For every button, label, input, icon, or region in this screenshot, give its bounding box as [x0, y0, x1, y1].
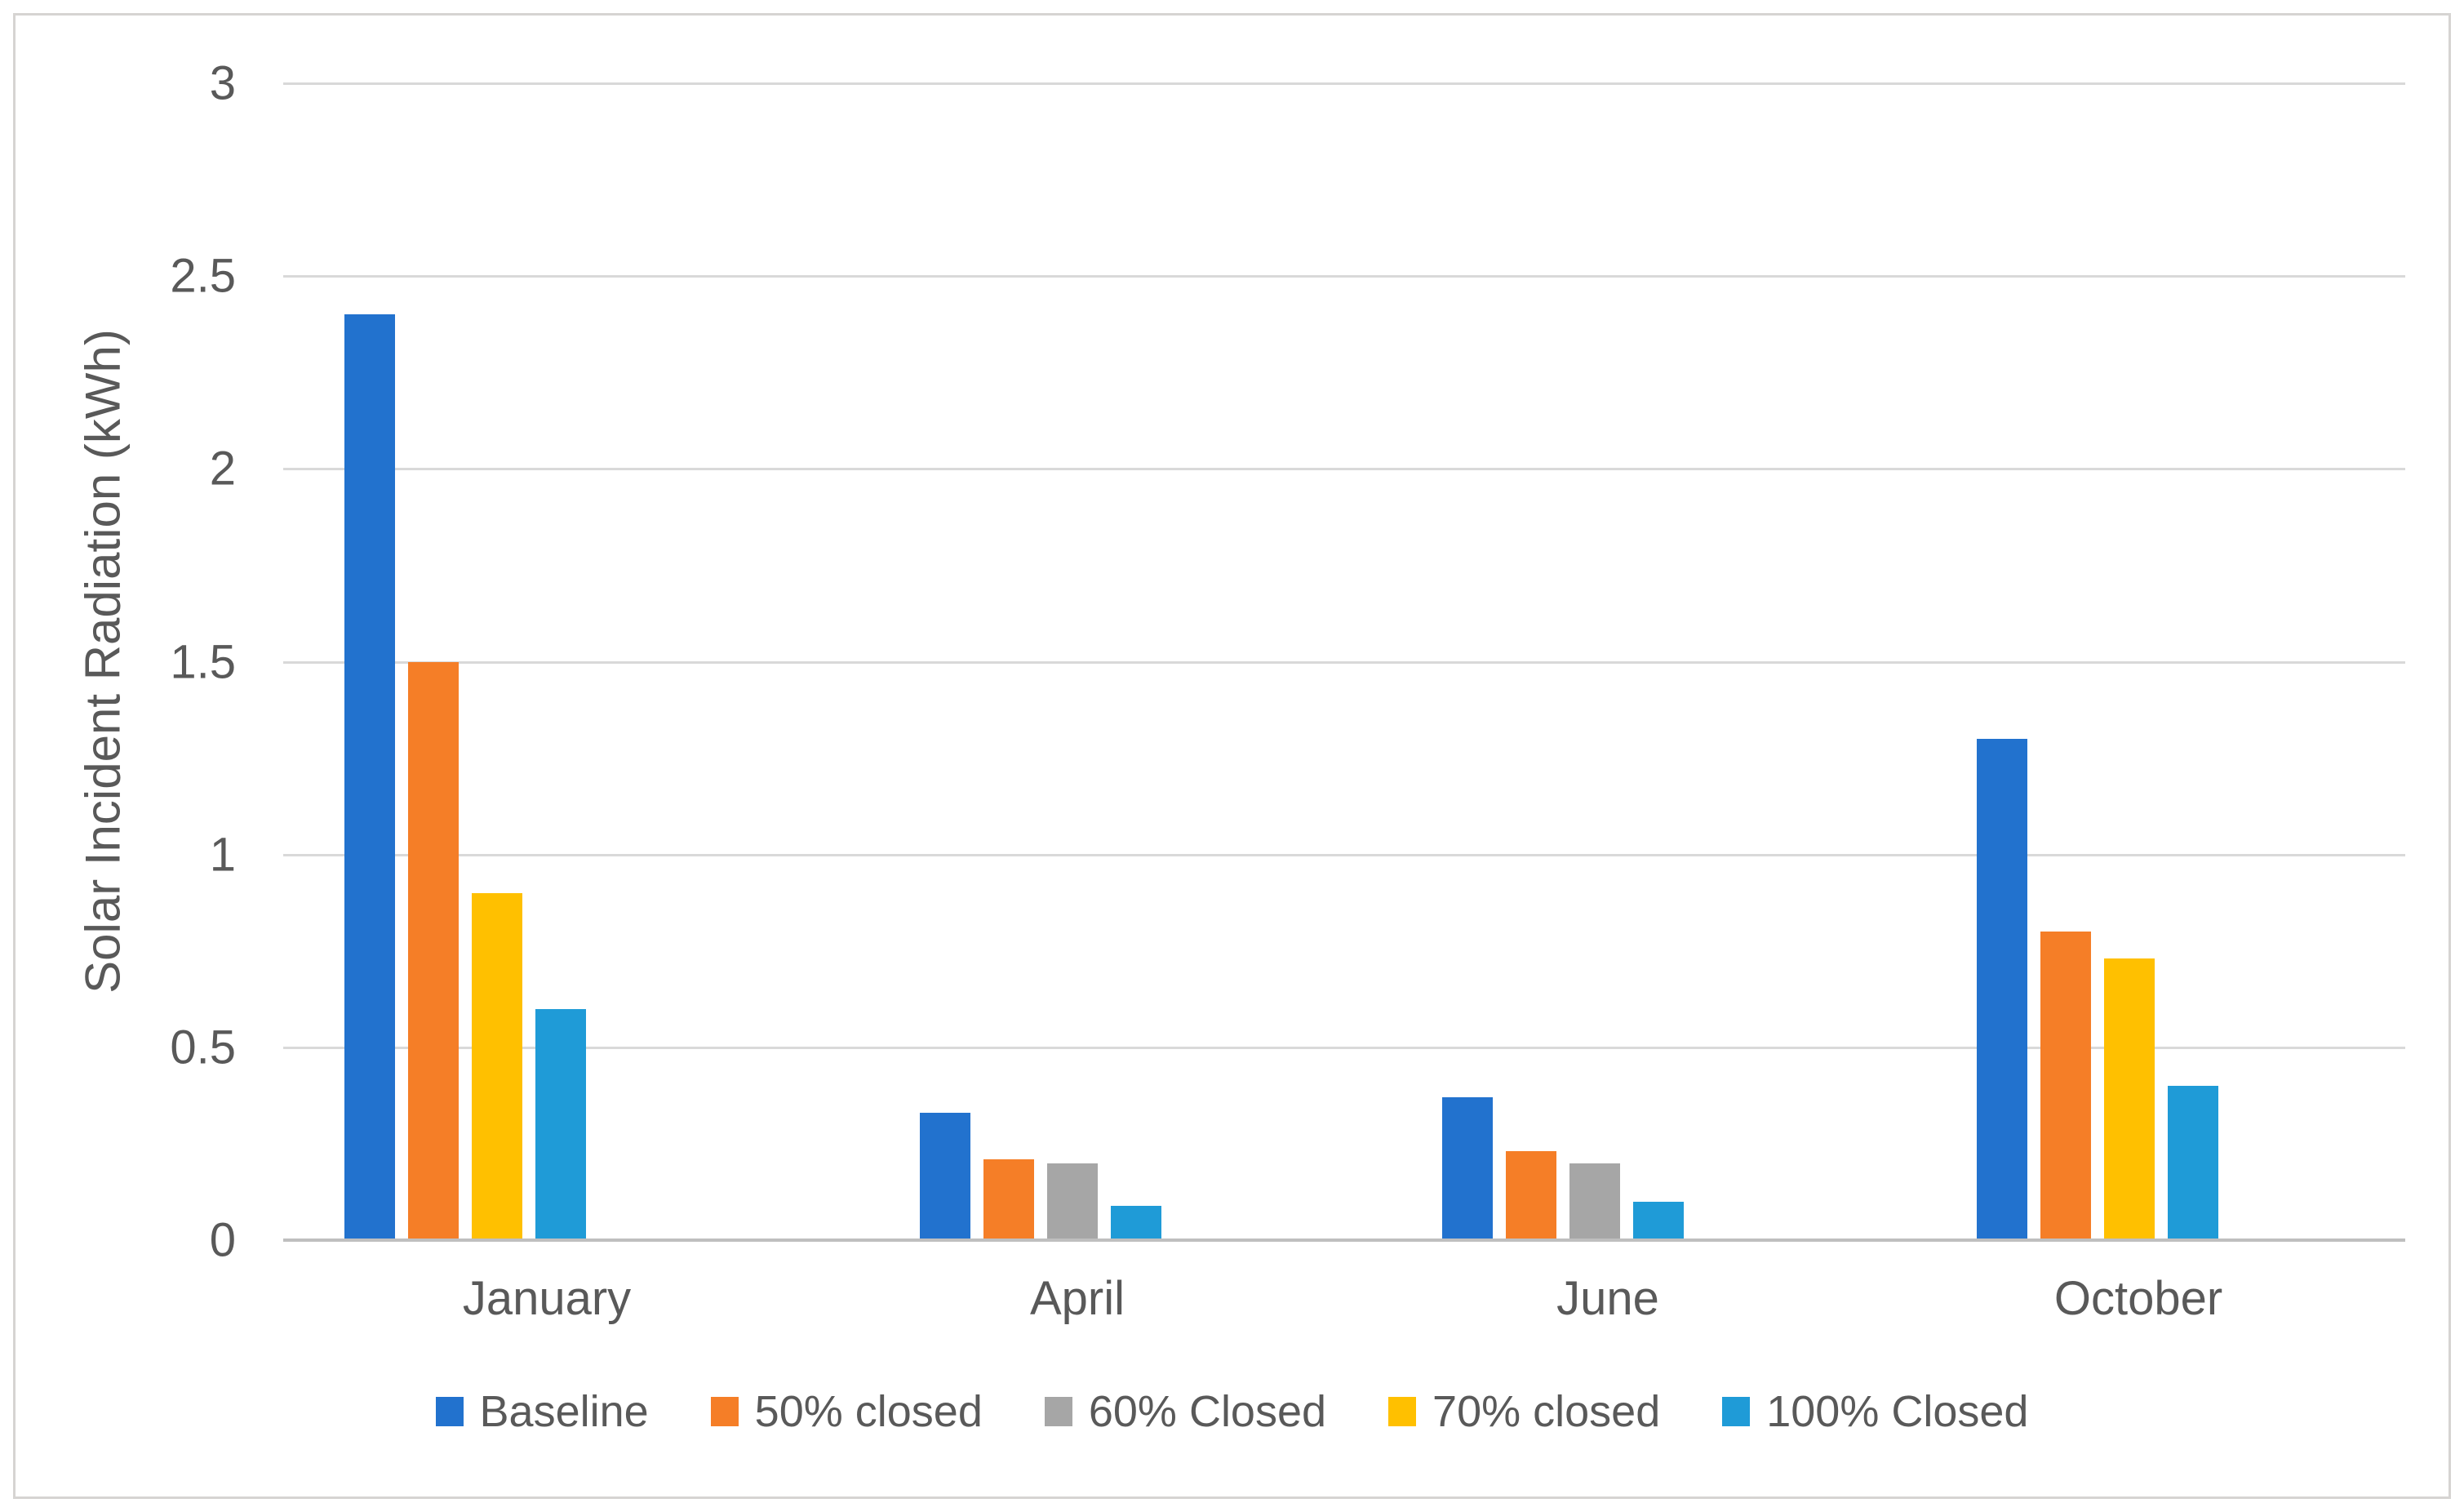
legend: Baseline 50% closed 60% Closed 70% closed 10… — [0, 1386, 2464, 1437]
x-category-label-april: April — [1029, 1272, 1125, 1325]
legend-swatch-50-closed — [710, 1397, 739, 1426]
x-category-label-january: January — [462, 1272, 632, 1325]
bar-october-100-closed — [2168, 1086, 2218, 1240]
bar-january-100-closed — [535, 1008, 586, 1240]
plot-area: 0 0.5 1 1.5 2 2.5 3 January April June October — [170, 57, 2405, 1325]
bar-october-baseline — [1977, 738, 2027, 1240]
legend-item-100-closed: 100% Closed — [1722, 1386, 2028, 1437]
legend-item-baseline: Baseline — [435, 1386, 649, 1437]
x-axis-line — [283, 1239, 2405, 1242]
legend-swatch-100-closed — [1722, 1397, 1751, 1426]
legend-item-70-closed: 70% closed — [1388, 1386, 1660, 1437]
legend-item-60-closed: 60% Closed — [1044, 1386, 1327, 1437]
gridline-1 — [283, 853, 2405, 856]
bar-january-70-closed — [472, 892, 522, 1240]
bar-june-60-closed — [1569, 1163, 1620, 1240]
bar-april-baseline — [920, 1113, 970, 1240]
y-tick-label-0.5: 0.5 — [170, 1021, 236, 1074]
legend-label-70-closed: 70% closed — [1432, 1387, 1661, 1436]
legend-label-60-closed: 60% Closed — [1088, 1387, 1327, 1436]
legend-label-50-closed: 50% closed — [754, 1387, 983, 1436]
legend-label-baseline: Baseline — [479, 1387, 649, 1436]
bar-april-60-closed — [1047, 1163, 1098, 1240]
y-tick-label-2: 2 — [209, 442, 236, 496]
gridline-0.5 — [283, 1046, 2405, 1049]
gridline-1.5 — [283, 660, 2405, 664]
bar-june-baseline — [1442, 1097, 1493, 1240]
x-category-label-june: June — [1556, 1272, 1659, 1325]
bar-october-70-closed — [2104, 958, 2155, 1240]
bar-june-50-closed — [1506, 1151, 1556, 1240]
bar-october-50-closed — [2040, 932, 2091, 1240]
y-tick-label-1.5: 1.5 — [170, 635, 236, 688]
gridline-2 — [283, 468, 2405, 471]
bar-april-50-closed — [983, 1158, 1034, 1240]
bar-january-baseline — [344, 314, 395, 1240]
y-axis-title: Solar Incident Radiation (kWh) — [75, 329, 131, 994]
x-category-label-october: October — [2053, 1272, 2223, 1325]
y-tick-label-2.5: 2.5 — [170, 249, 236, 303]
figure-border — [13, 13, 2451, 1499]
gridline-3 — [283, 82, 2405, 85]
gridline-2.5 — [283, 275, 2405, 278]
y-tick-label-0: 0 — [209, 1213, 236, 1267]
bar-june-100-closed — [1633, 1201, 1684, 1240]
legend-item-50-closed: 50% closed — [710, 1386, 983, 1437]
legend-swatch-60-closed — [1044, 1397, 1072, 1426]
legend-label-100-closed: 100% Closed — [1766, 1387, 2029, 1436]
legend-swatch-baseline — [435, 1397, 464, 1426]
bar-april-100-closed — [1111, 1205, 1161, 1240]
bar-january-50-closed — [408, 661, 459, 1240]
y-tick-label-1: 1 — [209, 828, 236, 882]
legend-swatch-70-closed — [1388, 1397, 1417, 1426]
y-tick-label-3: 3 — [209, 56, 236, 110]
